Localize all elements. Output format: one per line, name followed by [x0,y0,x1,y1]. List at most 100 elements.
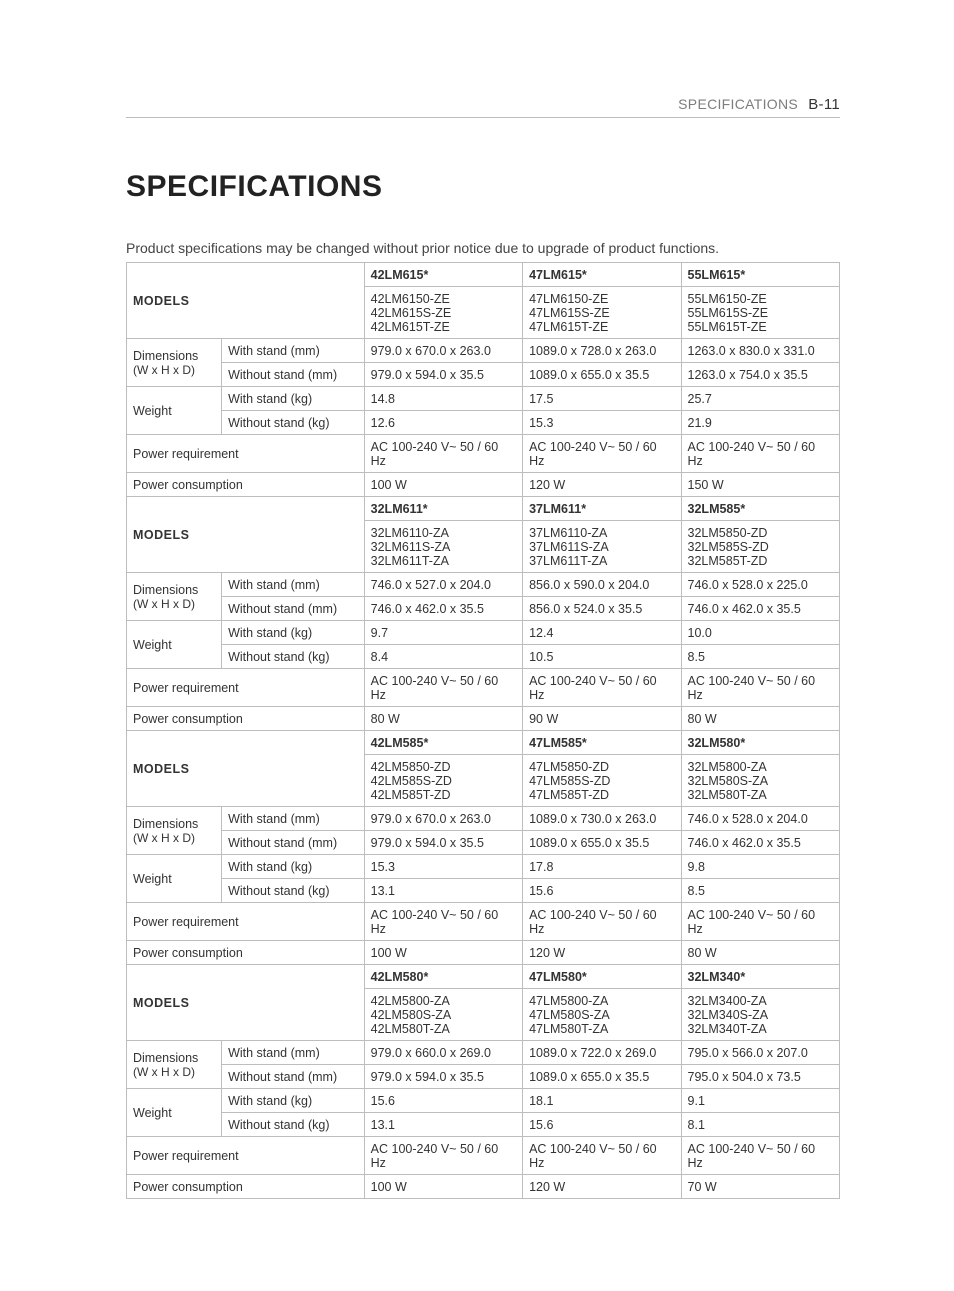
value-cell: 80 W [681,941,839,965]
power-consumption-label: Power consumption [127,473,365,497]
models-label: MODELS [127,497,365,573]
value-cell: AC 100-240 V~ 50 / 60 Hz [681,1137,839,1175]
value-cell: 10.0 [681,621,839,645]
value-cell: AC 100-240 V~ 50 / 60 Hz [523,903,681,941]
table-row: MODELS32LM611*37LM611*32LM585* [127,497,840,521]
table-row: Without stand (mm)746.0 x 462.0 x 35.585… [127,597,840,621]
value-cell: 746.0 x 528.0 x 225.0 [681,573,839,597]
value-cell: 10.5 [523,645,681,669]
dimensions-label: Dimensions(W x H x D) [127,573,222,621]
value-cell: 979.0 x 660.0 x 269.0 [364,1041,522,1065]
value-cell: 18.1 [523,1089,681,1113]
models-label: MODELS [127,731,365,807]
value-cell: 1263.0 x 830.0 x 331.0 [681,339,839,363]
table-row: Power consumption100 W120 W70 W [127,1175,840,1199]
table-row: Without stand (kg)13.115.68.5 [127,879,840,903]
model-header: 32LM340* [681,965,839,989]
model-variants: 47LM6150-ZE47LM615S-ZE47LM615T-ZE [523,287,681,339]
dimensions-label: Dimensions(W x H x D) [127,807,222,855]
table-row: Power consumption100 W120 W80 W [127,941,840,965]
value-cell: 8.1 [681,1113,839,1137]
value-cell: 80 W [364,707,522,731]
value-cell: 12.4 [523,621,681,645]
value-cell: AC 100-240 V~ 50 / 60 Hz [681,669,839,707]
without-stand-kg-label: Without stand (kg) [222,1113,365,1137]
with-stand-kg-label: With stand (kg) [222,621,365,645]
table-row: Without stand (mm)979.0 x 594.0 x 35.510… [127,1065,840,1089]
table-row: Power requirementAC 100-240 V~ 50 / 60 H… [127,903,840,941]
value-cell: AC 100-240 V~ 50 / 60 Hz [523,1137,681,1175]
with-stand-mm-label: With stand (mm) [222,573,365,597]
power-consumption-label: Power consumption [127,941,365,965]
power-requirement-label: Power requirement [127,903,365,941]
model-variants: 42LM5850-ZD42LM585S-ZD42LM585T-ZD [364,755,522,807]
spec-disclaimer: Product specifications may be changed wi… [126,240,840,256]
value-cell: 15.6 [364,1089,522,1113]
value-cell: 795.0 x 566.0 x 207.0 [681,1041,839,1065]
value-cell: 90 W [523,707,681,731]
value-cell: AC 100-240 V~ 50 / 60 Hz [364,903,522,941]
value-cell: 1263.0 x 754.0 x 35.5 [681,363,839,387]
value-cell: 8.5 [681,879,839,903]
value-cell: 12.6 [364,411,522,435]
model-header: 42LM580* [364,965,522,989]
page: SPECIFICATIONS B-11 SPECIFICATIONS Produ… [0,0,954,1259]
value-cell: 15.3 [364,855,522,879]
model-variants: 42LM5800-ZA42LM580S-ZA42LM580T-ZA [364,989,522,1041]
value-cell: 1089.0 x 655.0 x 35.5 [523,363,681,387]
value-cell: 746.0 x 462.0 x 35.5 [364,597,522,621]
header-section-label: SPECIFICATIONS [678,96,798,112]
with-stand-mm-label: With stand (mm) [222,1041,365,1065]
value-cell: 1089.0 x 730.0 x 263.0 [523,807,681,831]
power-requirement-label: Power requirement [127,1137,365,1175]
header-page-number: B-11 [808,96,840,113]
value-cell: 9.8 [681,855,839,879]
value-cell: AC 100-240 V~ 50 / 60 Hz [364,1137,522,1175]
value-cell: AC 100-240 V~ 50 / 60 Hz [523,669,681,707]
model-variants: 32LM3400-ZA32LM340S-ZA32LM340T-ZA [681,989,839,1041]
model-variants: 32LM6110-ZA32LM611S-ZA32LM611T-ZA [364,521,522,573]
value-cell: AC 100-240 V~ 50 / 60 Hz [681,903,839,941]
model-header: 42LM585* [364,731,522,755]
table-row: Dimensions(W x H x D)With stand (mm)979.… [127,1041,840,1065]
without-stand-kg-label: Without stand (kg) [222,411,365,435]
table-row: MODELS42LM585*47LM585*32LM580* [127,731,840,755]
weight-label: Weight [127,1089,222,1137]
model-variants: 32LM5850-ZD32LM585S-ZD32LM585T-ZD [681,521,839,573]
model-variants: 32LM5800-ZA32LM580S-ZA32LM580T-ZA [681,755,839,807]
value-cell: 17.5 [523,387,681,411]
value-cell: 120 W [523,941,681,965]
with-stand-mm-label: With stand (mm) [222,807,365,831]
value-cell: 15.3 [523,411,681,435]
table-row: WeightWith stand (kg)9.712.410.0 [127,621,840,645]
value-cell: AC 100-240 V~ 50 / 60 Hz [523,435,681,473]
with-stand-kg-label: With stand (kg) [222,387,365,411]
model-header: 47LM615* [523,263,681,287]
value-cell: 120 W [523,473,681,497]
value-cell: 21.9 [681,411,839,435]
value-cell: AC 100-240 V~ 50 / 60 Hz [364,435,522,473]
value-cell: 979.0 x 670.0 x 263.0 [364,807,522,831]
value-cell: 1089.0 x 655.0 x 35.5 [523,1065,681,1089]
without-stand-kg-label: Without stand (kg) [222,879,365,903]
value-cell: 1089.0 x 655.0 x 35.5 [523,831,681,855]
value-cell: 13.1 [364,1113,522,1137]
table-row: MODELS42LM615*47LM615*55LM615* [127,263,840,287]
model-variants: 37LM6110-ZA37LM611S-ZA37LM611T-ZA [523,521,681,573]
table-row: Without stand (kg)12.615.321.9 [127,411,840,435]
power-consumption-label: Power consumption [127,1175,365,1199]
without-stand-mm-label: Without stand (mm) [222,363,365,387]
table-row: Without stand (kg)8.410.58.5 [127,645,840,669]
value-cell: 9.1 [681,1089,839,1113]
model-variants: 42LM6150-ZE42LM615S-ZE42LM615T-ZE [364,287,522,339]
table-row: Power consumption100 W120 W150 W [127,473,840,497]
weight-label: Weight [127,621,222,669]
value-cell: 100 W [364,1175,522,1199]
value-cell: 100 W [364,941,522,965]
value-cell: 150 W [681,473,839,497]
without-stand-mm-label: Without stand (mm) [222,597,365,621]
table-row: Without stand (mm)979.0 x 594.0 x 35.510… [127,363,840,387]
weight-label: Weight [127,387,222,435]
specifications-table: MODELS42LM615*47LM615*55LM615*42LM6150-Z… [126,262,840,1199]
dimensions-label: Dimensions(W x H x D) [127,1041,222,1089]
